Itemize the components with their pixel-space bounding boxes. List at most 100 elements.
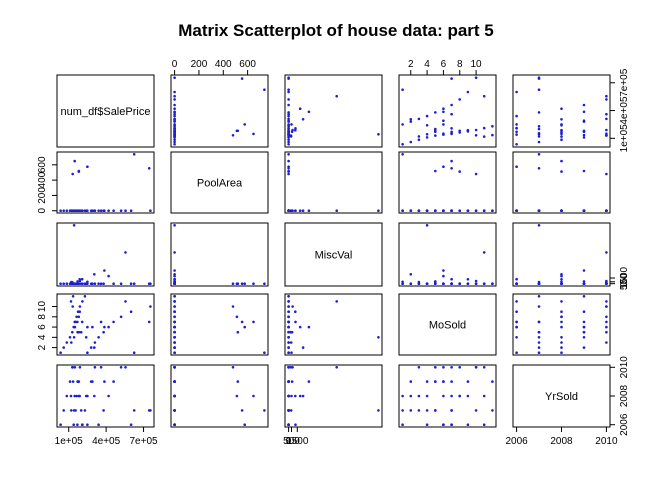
data-point xyxy=(515,133,518,136)
data-point xyxy=(80,423,84,427)
data-point xyxy=(482,282,486,286)
data-point xyxy=(537,320,541,324)
data-point xyxy=(450,77,453,80)
data-point xyxy=(263,409,266,412)
data-point xyxy=(99,209,103,212)
data-point xyxy=(84,394,88,398)
data-point xyxy=(86,351,89,355)
data-point xyxy=(605,330,608,334)
data-point xyxy=(65,394,69,398)
data-point xyxy=(301,209,305,212)
data-point xyxy=(231,305,235,308)
data-point xyxy=(450,132,453,136)
data-point xyxy=(434,409,437,412)
data-point xyxy=(287,90,290,94)
data-point xyxy=(119,315,123,319)
data-point xyxy=(80,209,84,212)
data-point xyxy=(287,103,290,107)
data-point xyxy=(287,123,290,126)
panel-frame-0-1 xyxy=(170,74,269,148)
data-point xyxy=(537,351,541,355)
data-point xyxy=(442,165,445,168)
data-point xyxy=(287,315,290,319)
data-point xyxy=(301,118,305,121)
panel-frame-2-4 xyxy=(512,222,611,287)
data-point xyxy=(605,305,608,308)
panel-frame-1-3 xyxy=(398,151,497,214)
data-point xyxy=(417,409,421,412)
chart-title: Matrix Scatterplot of house data: part 5 xyxy=(178,21,494,40)
data-point xyxy=(466,394,470,398)
data-point xyxy=(173,366,176,369)
data-point xyxy=(75,315,78,319)
data-point xyxy=(560,209,563,212)
data-point xyxy=(86,280,89,284)
data-point xyxy=(307,325,311,329)
data-point xyxy=(287,351,290,355)
data-point xyxy=(173,112,176,116)
data-point xyxy=(243,423,246,427)
data-point xyxy=(515,90,518,94)
data-point xyxy=(173,269,176,272)
data-point xyxy=(173,118,176,121)
data-point xyxy=(240,409,244,412)
data-point xyxy=(450,380,453,383)
panel-frame-2-0 xyxy=(56,222,155,287)
data-point xyxy=(425,423,429,427)
data-point xyxy=(515,336,518,339)
data-point xyxy=(474,172,478,176)
data-point xyxy=(129,423,133,427)
data-point xyxy=(91,325,94,329)
data-point xyxy=(80,277,84,281)
data-point xyxy=(173,114,176,118)
data-point xyxy=(491,282,494,286)
data-point xyxy=(466,380,470,383)
data-point xyxy=(434,111,437,114)
data-point xyxy=(59,423,62,427)
data-point xyxy=(409,120,413,123)
data-point xyxy=(119,366,123,369)
data-point xyxy=(537,153,541,156)
data-point xyxy=(425,133,429,136)
variable-label-1: PoolArea xyxy=(197,178,243,190)
data-point xyxy=(434,282,437,286)
data-point xyxy=(515,282,518,286)
data-point xyxy=(173,300,176,303)
data-point xyxy=(458,282,462,286)
data-point xyxy=(560,132,563,136)
data-point xyxy=(93,209,96,212)
data-point xyxy=(79,330,83,334)
data-point xyxy=(231,134,235,137)
data-point xyxy=(173,124,176,127)
data-point xyxy=(112,380,115,383)
panel-frame-3-2 xyxy=(284,293,383,356)
data-point xyxy=(173,274,176,278)
data-point xyxy=(560,300,563,303)
data-point xyxy=(605,320,608,324)
data-point xyxy=(482,94,486,98)
data-point xyxy=(173,423,176,427)
data-point xyxy=(69,300,73,303)
data-point xyxy=(425,114,429,118)
data-point xyxy=(83,409,87,412)
x-tick-label: 0 xyxy=(172,59,178,70)
data-point xyxy=(173,135,176,138)
panel-frame-4-3 xyxy=(398,364,497,428)
data-point xyxy=(301,346,305,349)
data-point xyxy=(173,143,176,146)
data-point xyxy=(99,320,103,324)
data-point xyxy=(62,282,65,286)
data-point xyxy=(132,351,136,355)
data-point xyxy=(582,336,586,339)
x-tick-label: 10 xyxy=(471,59,483,70)
data-point xyxy=(298,394,302,398)
data-point xyxy=(474,279,478,283)
data-point xyxy=(458,170,462,173)
data-point xyxy=(582,130,586,133)
data-point xyxy=(93,394,96,398)
data-point xyxy=(149,209,152,212)
data-point xyxy=(515,277,518,281)
data-point xyxy=(124,300,127,303)
y-tick-label: 0 xyxy=(619,280,630,286)
